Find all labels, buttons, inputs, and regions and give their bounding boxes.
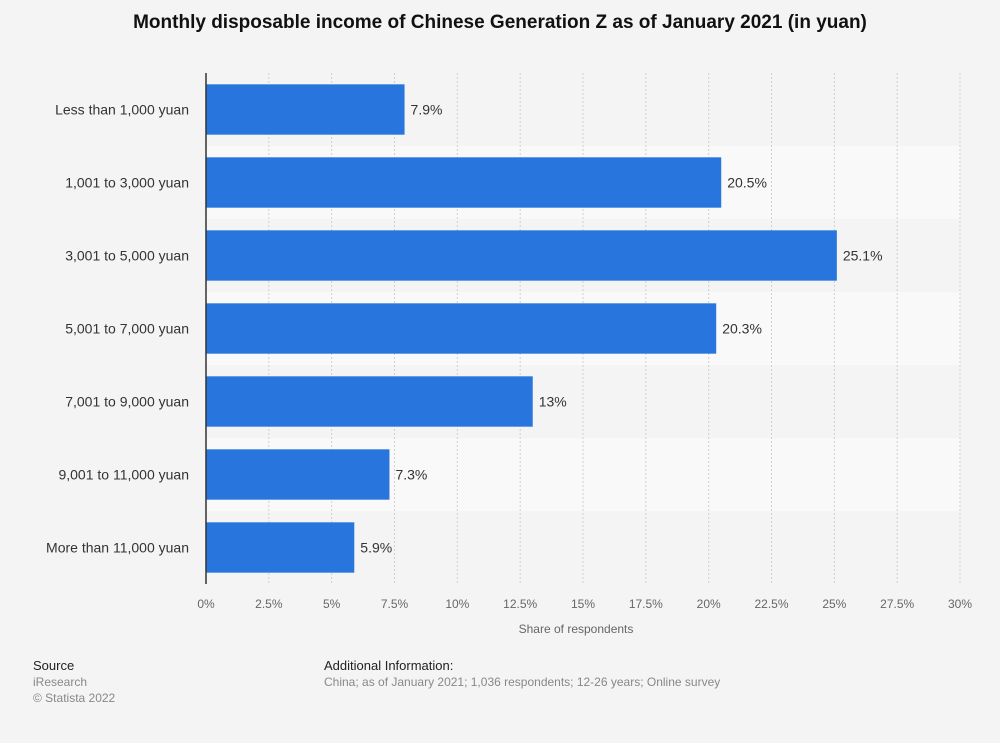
chart-title: Monthly disposable income of Chinese Gen… [133,12,867,33]
value-label: 5.9% [360,540,392,556]
x-tick-labels: 0% 2.5% 5% 7.5% 10% 12.5% 15% 17.5% 20% 22.5% 25% 2… [197,597,972,611]
additional-info-block: Additional Information: China; as of Jan… [324,658,720,690]
value-label: 20.3% [722,321,762,337]
x-tick-label: 22.5% [754,597,788,611]
x-tick-label: 15% [571,597,595,611]
x-tick-label: 12.5% [503,597,537,611]
bar-chart: Less than 1,000 yuan 1,001 to 3,000 yuan 3… [46,73,972,636]
category-label: 9,001 to 11,000 yuan [58,467,189,483]
x-tick-label: 2.5% [255,597,283,611]
category-label: More than 11,000 yuan [46,540,189,556]
category-label: 5,001 to 7,000 yuan [65,321,189,337]
bar[interactable] [206,376,533,427]
value-label: 20.5% [727,175,767,191]
additional-info-heading: Additional Information: [324,658,454,673]
category-labels: Less than 1,000 yuan 1,001 to 3,000 yuan 3… [46,102,189,556]
category-label: Less than 1,000 yuan [55,102,189,118]
bar[interactable] [206,157,722,208]
bar[interactable] [206,303,717,354]
copyright[interactable]: © Statista 2022 [33,691,116,705]
x-tick-label: 0% [197,597,215,611]
x-tick-label: 10% [445,597,469,611]
value-label: 7.3% [395,467,427,483]
value-labels: 7.9% 20.5% 25.1% 20.3% 13% 7.3% 5.9% [360,102,882,556]
bar[interactable] [206,522,355,573]
category-label: 1,001 to 3,000 yuan [65,175,189,191]
x-tick-label: 30% [948,597,972,611]
source-name[interactable]: iResearch [33,675,88,689]
value-label: 13% [539,394,567,410]
x-tick-label: 27.5% [880,597,914,611]
source-heading: Source [33,658,75,673]
bar[interactable] [206,449,390,500]
x-tick-label: 7.5% [381,597,409,611]
value-label: 25.1% [843,248,883,264]
value-label: 7.9% [411,102,443,118]
bars [206,84,837,573]
x-tick-label: 17.5% [629,597,663,611]
x-tick-label: 25% [822,597,846,611]
x-tick-label: 5% [323,597,341,611]
additional-info-text: China; as of January 2021; 1,036 respond… [324,675,721,689]
bar[interactable] [206,230,837,281]
category-label: 3,001 to 5,000 yuan [65,248,189,264]
source-block: Source iResearch © Statista 2022 [33,658,115,706]
bar[interactable] [206,84,405,135]
x-axis-title: Share of respondents [519,622,634,636]
category-label: 7,001 to 9,000 yuan [65,394,189,410]
x-tick-label: 20% [697,597,721,611]
